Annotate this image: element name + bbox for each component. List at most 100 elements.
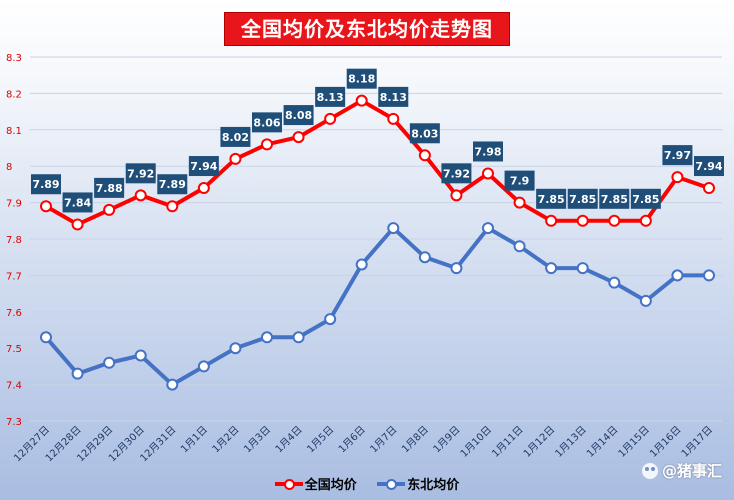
point-northeast[interactable] [103,356,116,369]
data-label-box [630,188,661,209]
point-national[interactable] [513,196,526,209]
legend-label-national: 全国均价 [304,478,357,493]
point-national[interactable] [71,218,84,231]
x-tick-label: 1月17日 [679,424,715,460]
x-tick-label: 1月6日 [336,424,368,456]
point-northeast[interactable] [450,262,463,275]
x-tick-label: 1月15日 [616,424,652,460]
paw-icon [641,462,658,479]
point-northeast[interactable] [261,331,273,344]
point-northeast[interactable] [545,262,558,275]
point-national[interactable] [639,214,652,227]
point-northeast[interactable] [482,222,494,235]
point-northeast[interactable] [134,349,147,362]
data-label: 8.13 [317,91,344,104]
point-northeast[interactable] [513,240,526,253]
data-label-box [536,188,567,209]
point-northeast[interactable] [324,313,337,326]
data-label-box [378,86,409,107]
legend: 全国均价 东北均价 [0,474,734,494]
point-national[interactable] [261,138,273,151]
point-national[interactable] [545,214,558,227]
x-tick-label: 1月5日 [305,424,337,456]
point-national[interactable] [355,94,368,107]
data-label-box [315,86,346,107]
point-northeast[interactable] [71,367,84,380]
data-label: 7.85 [569,193,596,206]
x-tick-label: 1月2日 [210,424,242,456]
point-national[interactable] [450,189,463,202]
data-label-box [283,105,314,126]
point-northeast[interactable] [671,269,684,282]
y-tick-label: 8.2 [6,89,22,100]
data-label-box [94,177,125,198]
point-national[interactable] [671,171,684,184]
x-tick-label: 1月13日 [553,424,589,460]
point-national[interactable] [40,200,52,213]
point-national[interactable] [387,112,400,125]
point-northeast[interactable] [166,378,179,391]
point-national[interactable] [324,112,337,125]
y-tick-label: 7.4 [6,381,22,392]
point-national[interactable] [482,167,494,180]
point-northeast[interactable] [355,258,368,271]
data-label: 8.13 [380,91,407,104]
data-label: 8.18 [348,73,375,86]
point-northeast[interactable] [387,222,400,235]
data-label-box [473,141,503,162]
series-lines [40,94,715,391]
data-label-box [62,192,93,213]
data-label: 7.85 [538,193,565,206]
point-national[interactable] [166,200,179,213]
point-national[interactable] [418,149,431,162]
point-northeast[interactable] [608,276,621,289]
point-northeast[interactable] [703,269,715,282]
point-northeast[interactable] [576,262,589,275]
data-label: 7.92 [443,167,470,180]
point-national[interactable] [576,214,589,227]
watermark-text: @猪事汇 [661,462,722,480]
data-label: 7.89 [159,178,186,191]
x-tick-label: 1月8日 [399,424,431,456]
y-tick-label: 7.9 [6,199,22,210]
data-label-box [694,156,724,177]
point-national[interactable] [229,152,242,165]
data-label: 7.88 [96,182,123,195]
x-tick-label: 1月10日 [458,424,494,460]
data-label: 7.98 [474,145,501,158]
point-national[interactable] [292,131,305,144]
y-tick-label: 7.3 [6,417,22,428]
y-tick-label: 7.8 [6,235,22,246]
y-tick-label: 7.5 [6,344,22,355]
data-label: 8.08 [285,109,312,122]
point-national[interactable] [103,203,116,216]
point-northeast[interactable] [229,342,242,355]
legend-item-national[interactable]: 全国均价 [274,474,357,493]
data-label-box [252,112,282,133]
point-northeast[interactable] [292,331,305,344]
data-label-box [599,188,630,209]
data-label: 7.89 [32,178,59,191]
point-northeast[interactable] [197,360,210,373]
data-label-box [220,126,251,147]
point-national[interactable] [703,182,715,195]
data-label: 7.97 [664,149,691,162]
point-northeast[interactable] [40,331,52,344]
data-label: 7.94 [695,160,722,173]
point-northeast[interactable] [639,294,652,307]
data-labels: 7.89 7.84 7.88 7.92 7.89 7.94 8.02 8.06 8.08 8.13… [31,68,724,213]
x-tick-label: 1月4日 [273,424,305,456]
y-tick-label: 8.1 [6,126,22,137]
x-tick-label: 1月7日 [368,424,400,456]
point-national[interactable] [197,182,210,195]
point-national[interactable] [608,214,621,227]
legend-item-northeast[interactable]: 东北均价 [377,474,459,493]
data-label-box [188,156,219,177]
data-label: 7.85 [632,193,659,206]
data-label: 7.9 [510,175,530,188]
point-northeast[interactable] [418,251,431,264]
point-national[interactable] [134,189,147,202]
data-label: 8.02 [222,131,249,144]
watermark: @猪事汇 [641,460,722,481]
